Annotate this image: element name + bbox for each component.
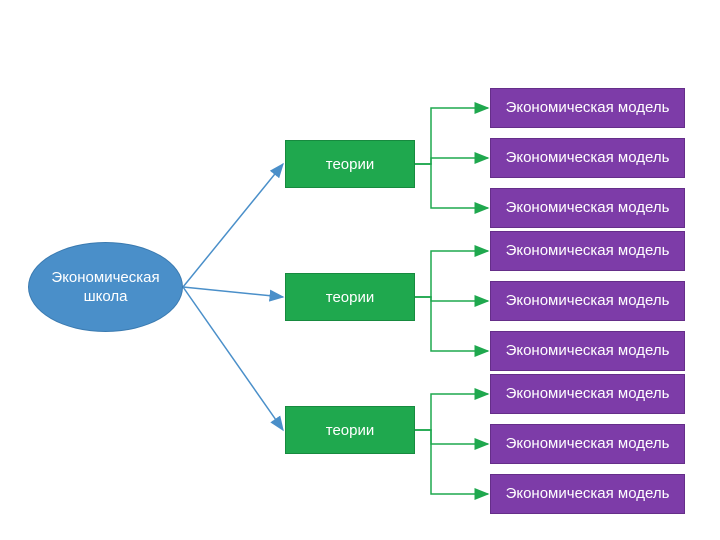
model-node-8: Экономическая модель xyxy=(490,474,685,514)
model-node-2: Экономическая модель xyxy=(490,188,685,228)
model-node-5: Экономическая модель xyxy=(490,331,685,371)
model-node-6: Экономическая модель xyxy=(490,374,685,414)
model-node-4: Экономическая модель xyxy=(490,281,685,321)
root-node: Экономическая школа xyxy=(28,242,183,332)
theory-node-1: теории xyxy=(285,273,415,321)
model-node-7: Экономическая модель xyxy=(490,424,685,464)
model-node-3: Экономическая модель xyxy=(490,231,685,271)
theory-node-2: теории xyxy=(285,406,415,454)
model-node-0: Экономическая модель xyxy=(490,88,685,128)
model-node-1: Экономическая модель xyxy=(490,138,685,178)
theory-node-0: теории xyxy=(285,140,415,188)
